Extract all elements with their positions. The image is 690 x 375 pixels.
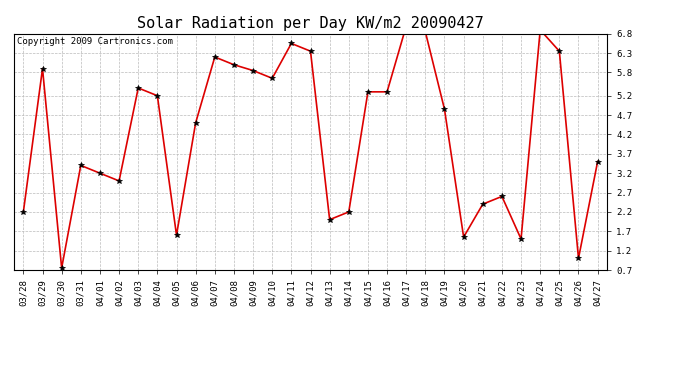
Text: Copyright 2009 Cartronics.com: Copyright 2009 Cartronics.com (17, 37, 172, 46)
Title: Solar Radiation per Day KW/m2 20090427: Solar Radiation per Day KW/m2 20090427 (137, 16, 484, 31)
